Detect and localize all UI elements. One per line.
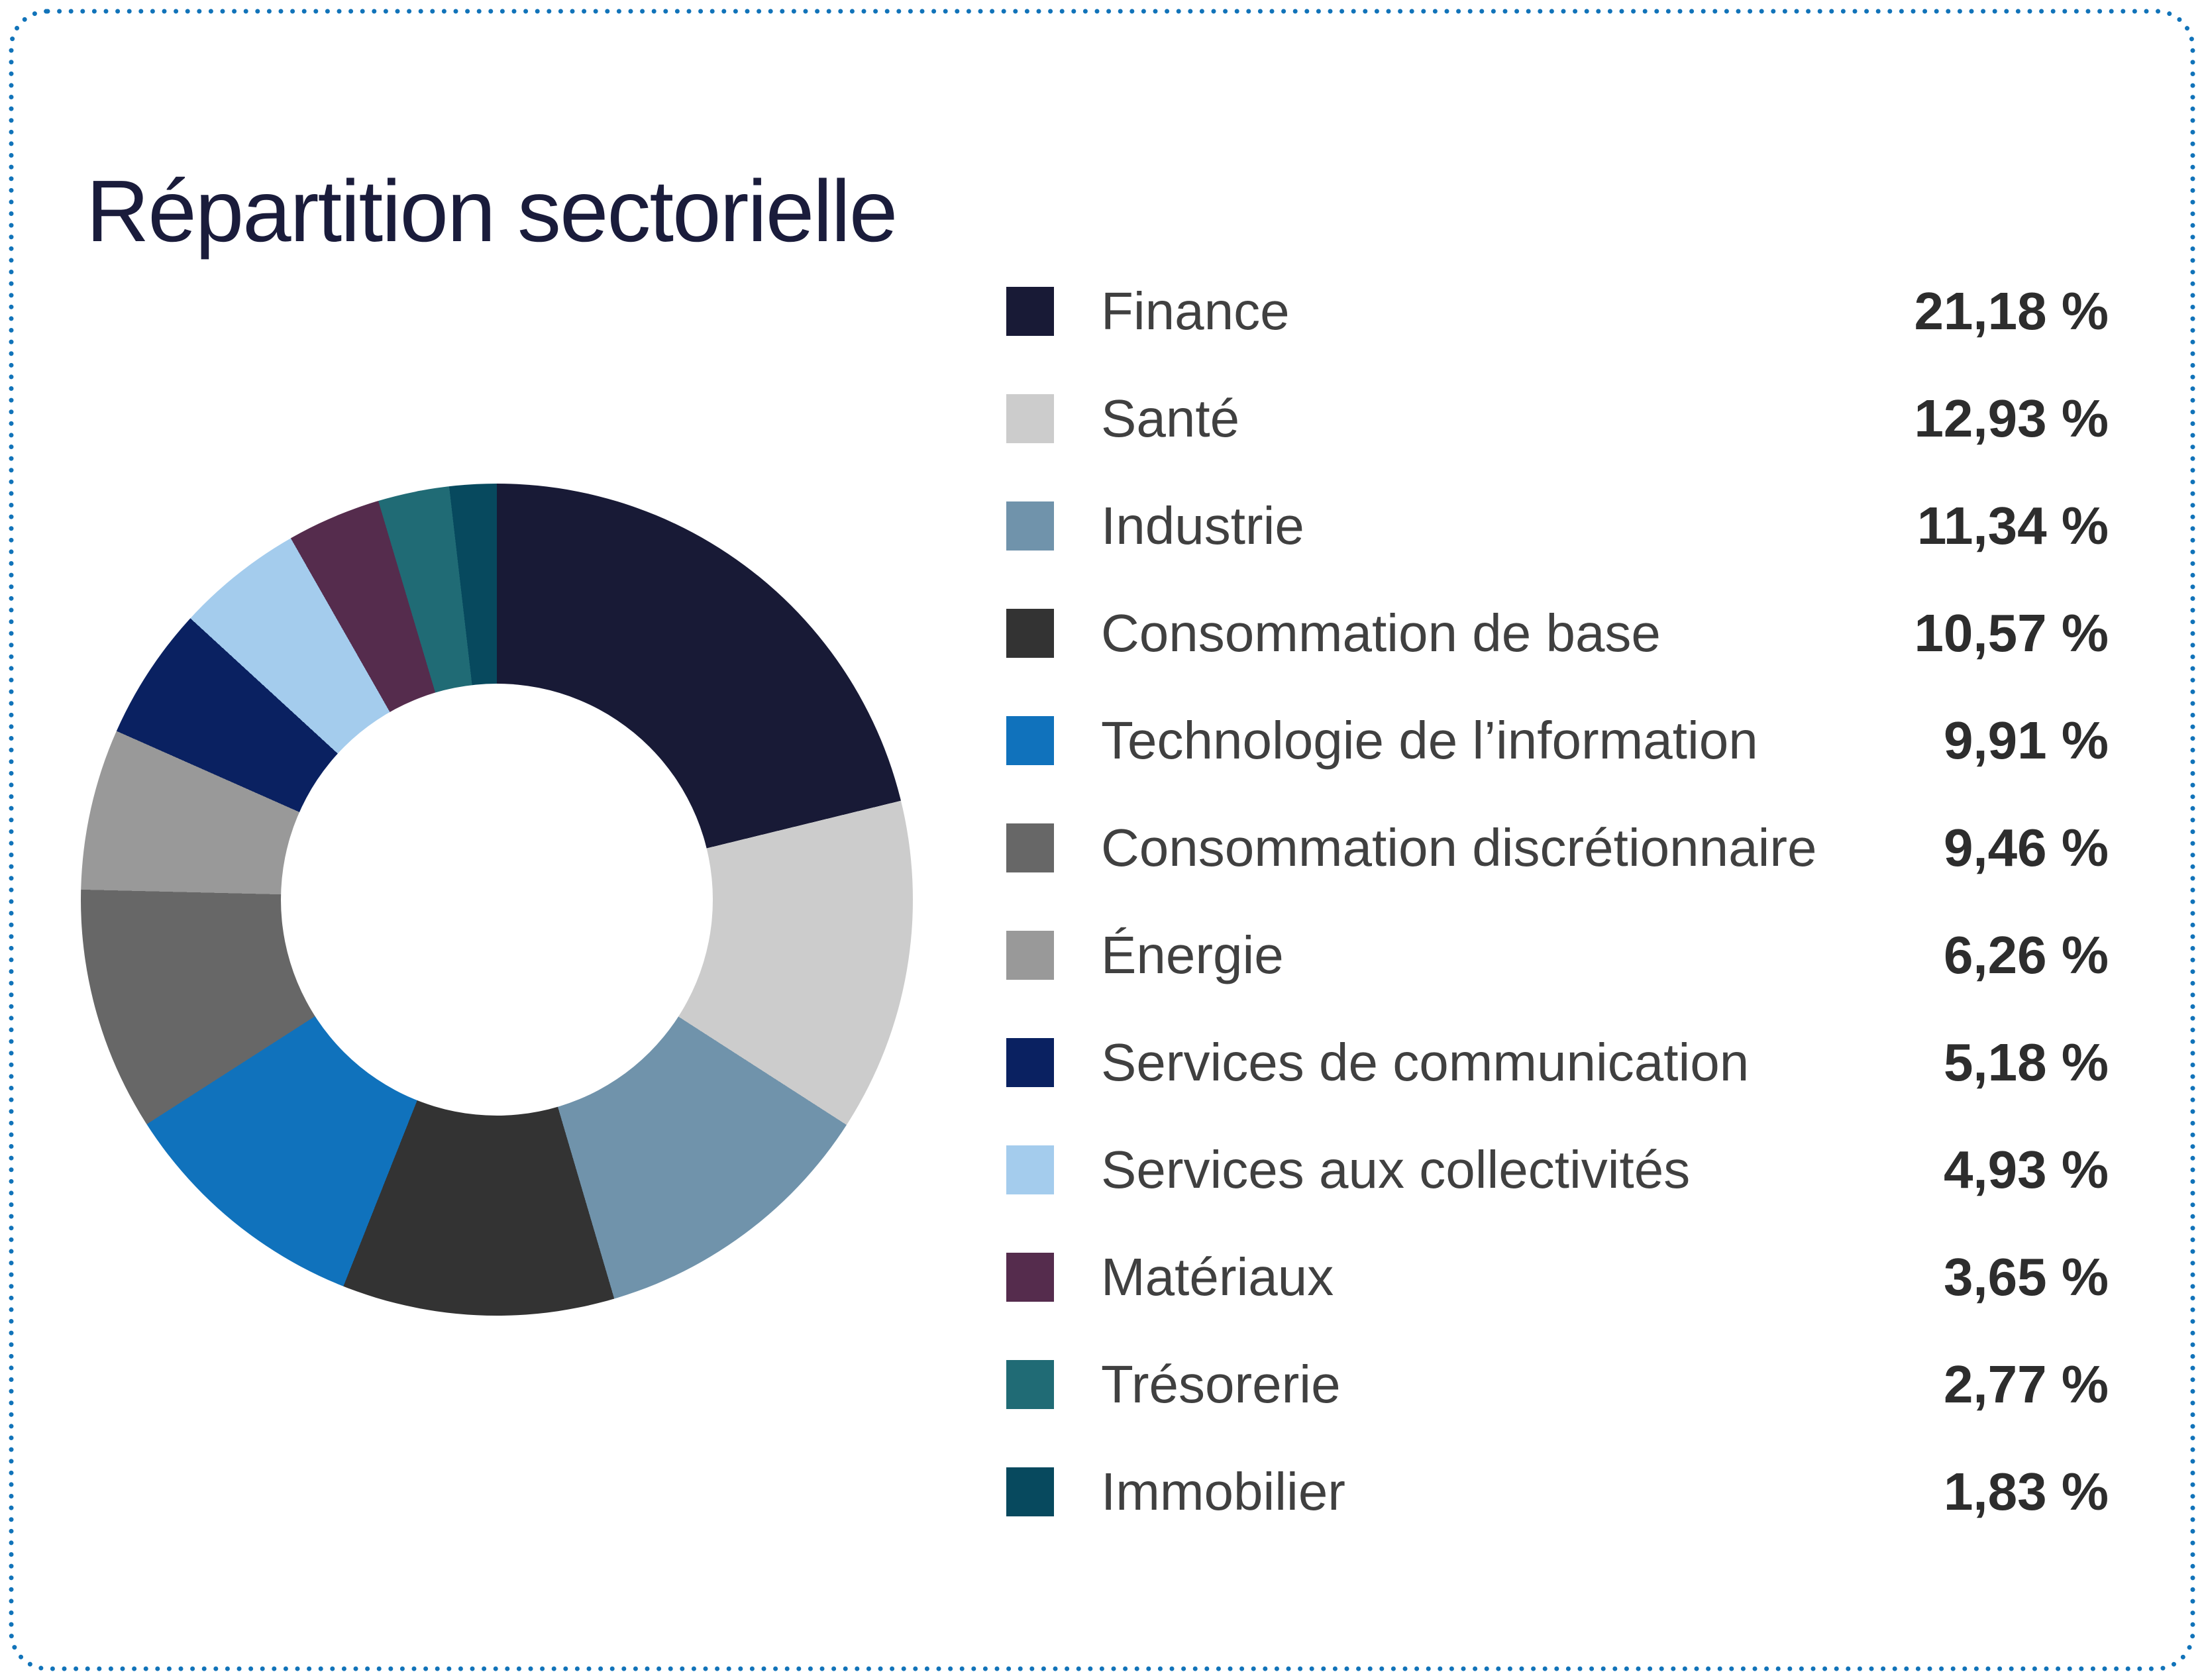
legend-value: 2,77 % [1943,1355,2109,1414]
legend-item: Santé 12,93 % [1006,389,2109,448]
legend-value: 21,18 % [1914,282,2109,341]
legend-color-swatch [1006,501,1054,551]
legend-label: Services aux collectivités [1101,1140,1691,1199]
donut-hole [281,684,713,1116]
legend-color-swatch [1006,394,1054,443]
legend-label: Santé [1101,389,1240,448]
legend-label: Trésorerie [1101,1355,1341,1414]
legend-value: 10,57 % [1914,604,2109,662]
legend-color-swatch [1006,1360,1054,1409]
legend-label: Finance [1101,282,1290,341]
legend-color-swatch [1006,931,1054,980]
legend-item: Énergie 6,26 % [1006,925,2109,984]
legend-value: 3,65 % [1943,1247,2109,1306]
legend-color-swatch [1006,1145,1054,1194]
chart-title: Répartition sectorielle [86,162,898,260]
legend-label: Consommation discrétionnaire [1101,818,1817,877]
legend-item: Trésorerie 2,77 % [1006,1355,2109,1414]
donut-chart [81,484,913,1316]
legend-color-swatch [1006,716,1054,765]
legend-item: Finance 21,18 % [1006,282,2109,341]
legend-value: 4,93 % [1943,1140,2109,1199]
legend-item: Technologie de l’information 9,91 % [1006,711,2109,770]
legend-item: Matériaux 3,65 % [1006,1247,2109,1306]
legend-value: 9,91 % [1943,711,2109,770]
legend-color-swatch [1006,287,1054,336]
legend-label: Énergie [1101,925,1284,984]
legend-color-swatch [1006,823,1054,872]
legend-label: Immobilier [1101,1462,1345,1521]
legend-value: 6,26 % [1943,925,2109,984]
legend-color-swatch [1006,1253,1054,1302]
legend-item: Immobilier 1,83 % [1006,1462,2109,1521]
legend-label: Industrie [1101,496,1304,555]
legend-item: Consommation de base 10,57 % [1006,604,2109,662]
legend-color-swatch [1006,609,1054,658]
legend-value: 1,83 % [1943,1462,2109,1521]
legend-value: 9,46 % [1943,818,2109,877]
legend-label: Technologie de l’information [1101,711,1758,770]
legend-color-swatch [1006,1467,1054,1516]
legend-item: Services de communication 5,18 % [1006,1033,2109,1092]
legend: Finance 21,18 % Santé 12,93 % Industrie … [1006,282,2109,1521]
legend-color-swatch [1006,1038,1054,1087]
legend-label: Matériaux [1101,1247,1334,1306]
legend-item: Consommation discrétionnaire 9,46 % [1006,818,2109,877]
legend-value: 5,18 % [1943,1033,2109,1092]
legend-item: Services aux collectivités 4,93 % [1006,1140,2109,1199]
legend-label: Consommation de base [1101,604,1661,662]
legend-item: Industrie 11,34 % [1006,496,2109,555]
legend-value: 11,34 % [1916,496,2109,555]
legend-value: 12,93 % [1914,389,2109,448]
legend-label: Services de communication [1101,1033,1750,1092]
